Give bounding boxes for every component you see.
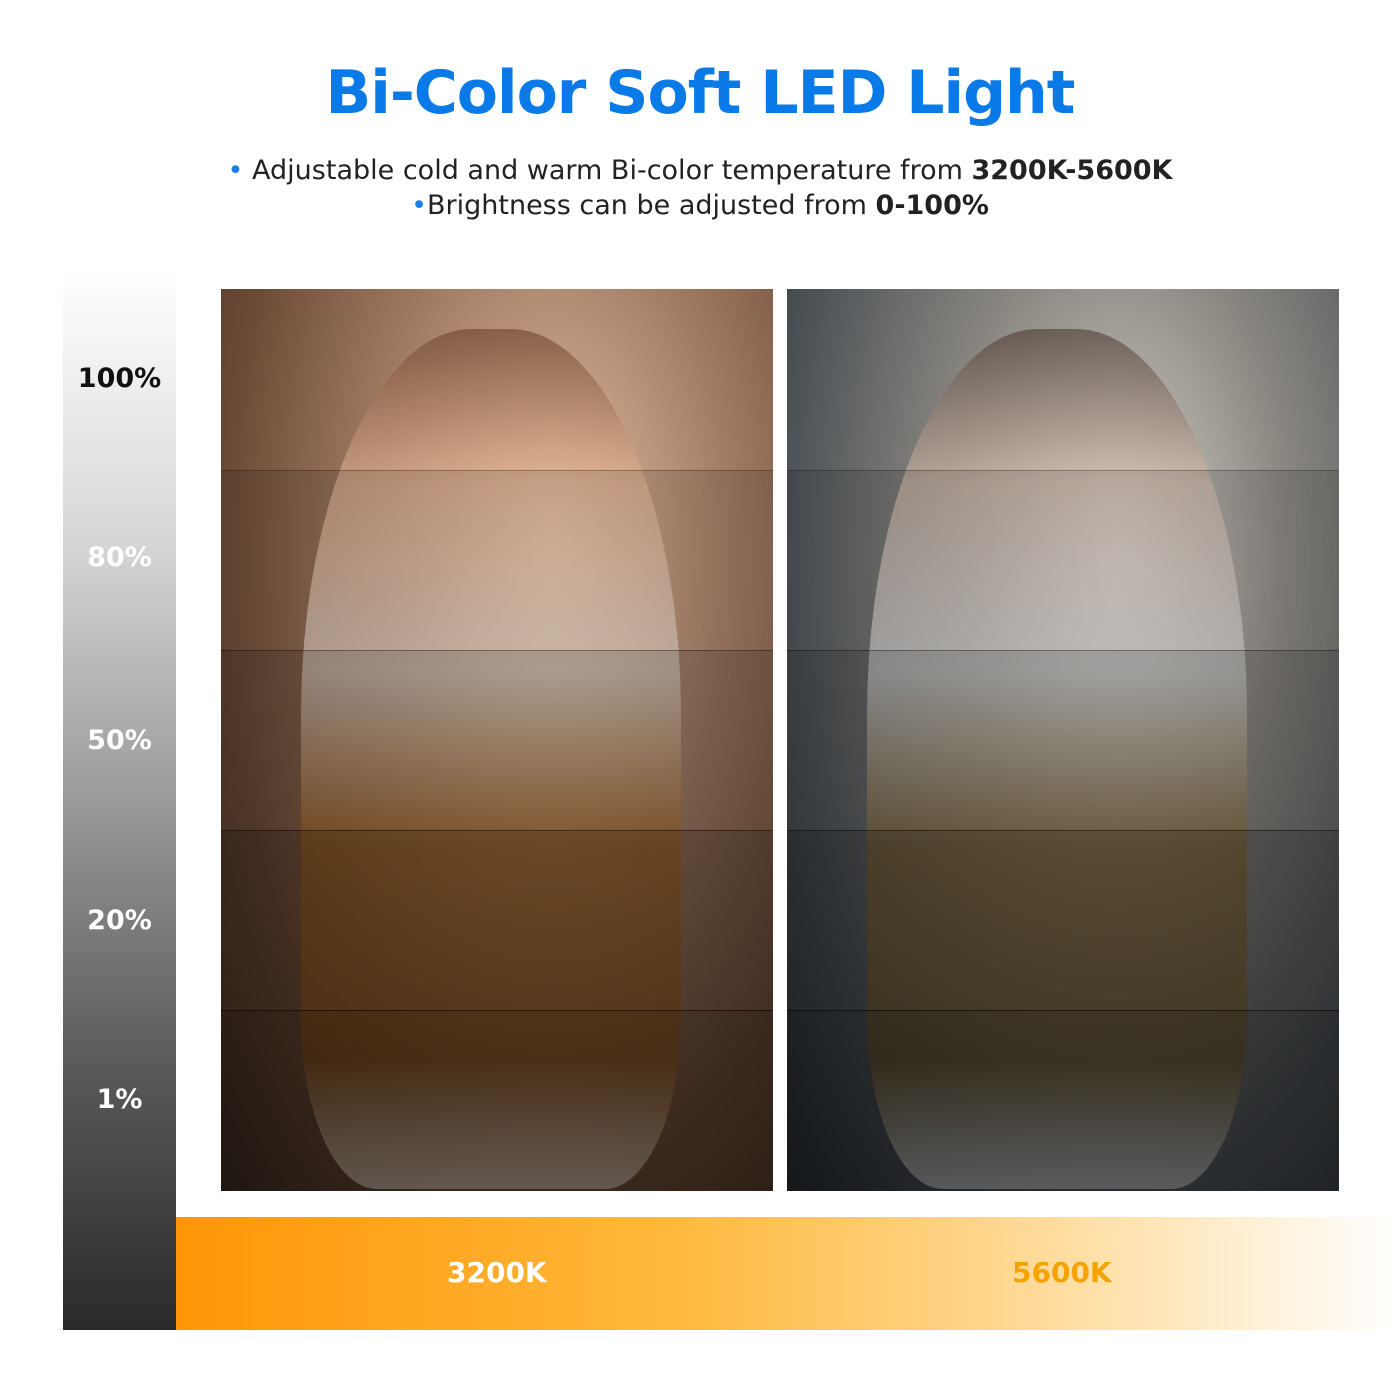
temp-label-5600k: 5600K (1012, 1256, 1112, 1289)
brightness-label-100: 100% (77, 363, 162, 394)
brightness-band-1 (221, 1010, 773, 1191)
cool-5600k-photo (787, 289, 1339, 1191)
brightness-band-20 (787, 830, 1339, 1011)
bullet-brightness: •Brightness can be adjusted from 0-100% (411, 190, 989, 221)
color-temperature-gradient-bar (176, 1217, 1400, 1330)
warm-3200k-photo (221, 289, 773, 1191)
temp-label-3200k: 3200K (447, 1256, 547, 1289)
bullet-dot-icon: • (411, 190, 427, 221)
brightness-band-1 (787, 1010, 1339, 1191)
brightness-band-80 (221, 470, 773, 651)
brightness-label-50: 50% (87, 725, 152, 756)
brightness-gradient-bar (63, 268, 176, 1330)
bullet-temperature: • Adjustable cold and warm Bi-color temp… (227, 155, 1173, 186)
brightness-band-50 (787, 650, 1339, 831)
bullet-dot-icon: • (227, 155, 244, 186)
brightness-label-20: 20% (87, 905, 152, 936)
brightness-band-100 (221, 289, 773, 469)
model-figure (301, 329, 681, 1189)
brightness-band-20 (221, 830, 773, 1011)
page-title: Bi-Color Soft LED Light (325, 58, 1076, 128)
brightness-label-1: 1% (96, 1084, 143, 1115)
brightness-label-80: 80% (87, 542, 152, 573)
model-figure (867, 329, 1247, 1189)
brightness-band-50 (221, 650, 773, 831)
brightness-band-80 (787, 470, 1339, 651)
brightness-band-100 (787, 289, 1339, 469)
